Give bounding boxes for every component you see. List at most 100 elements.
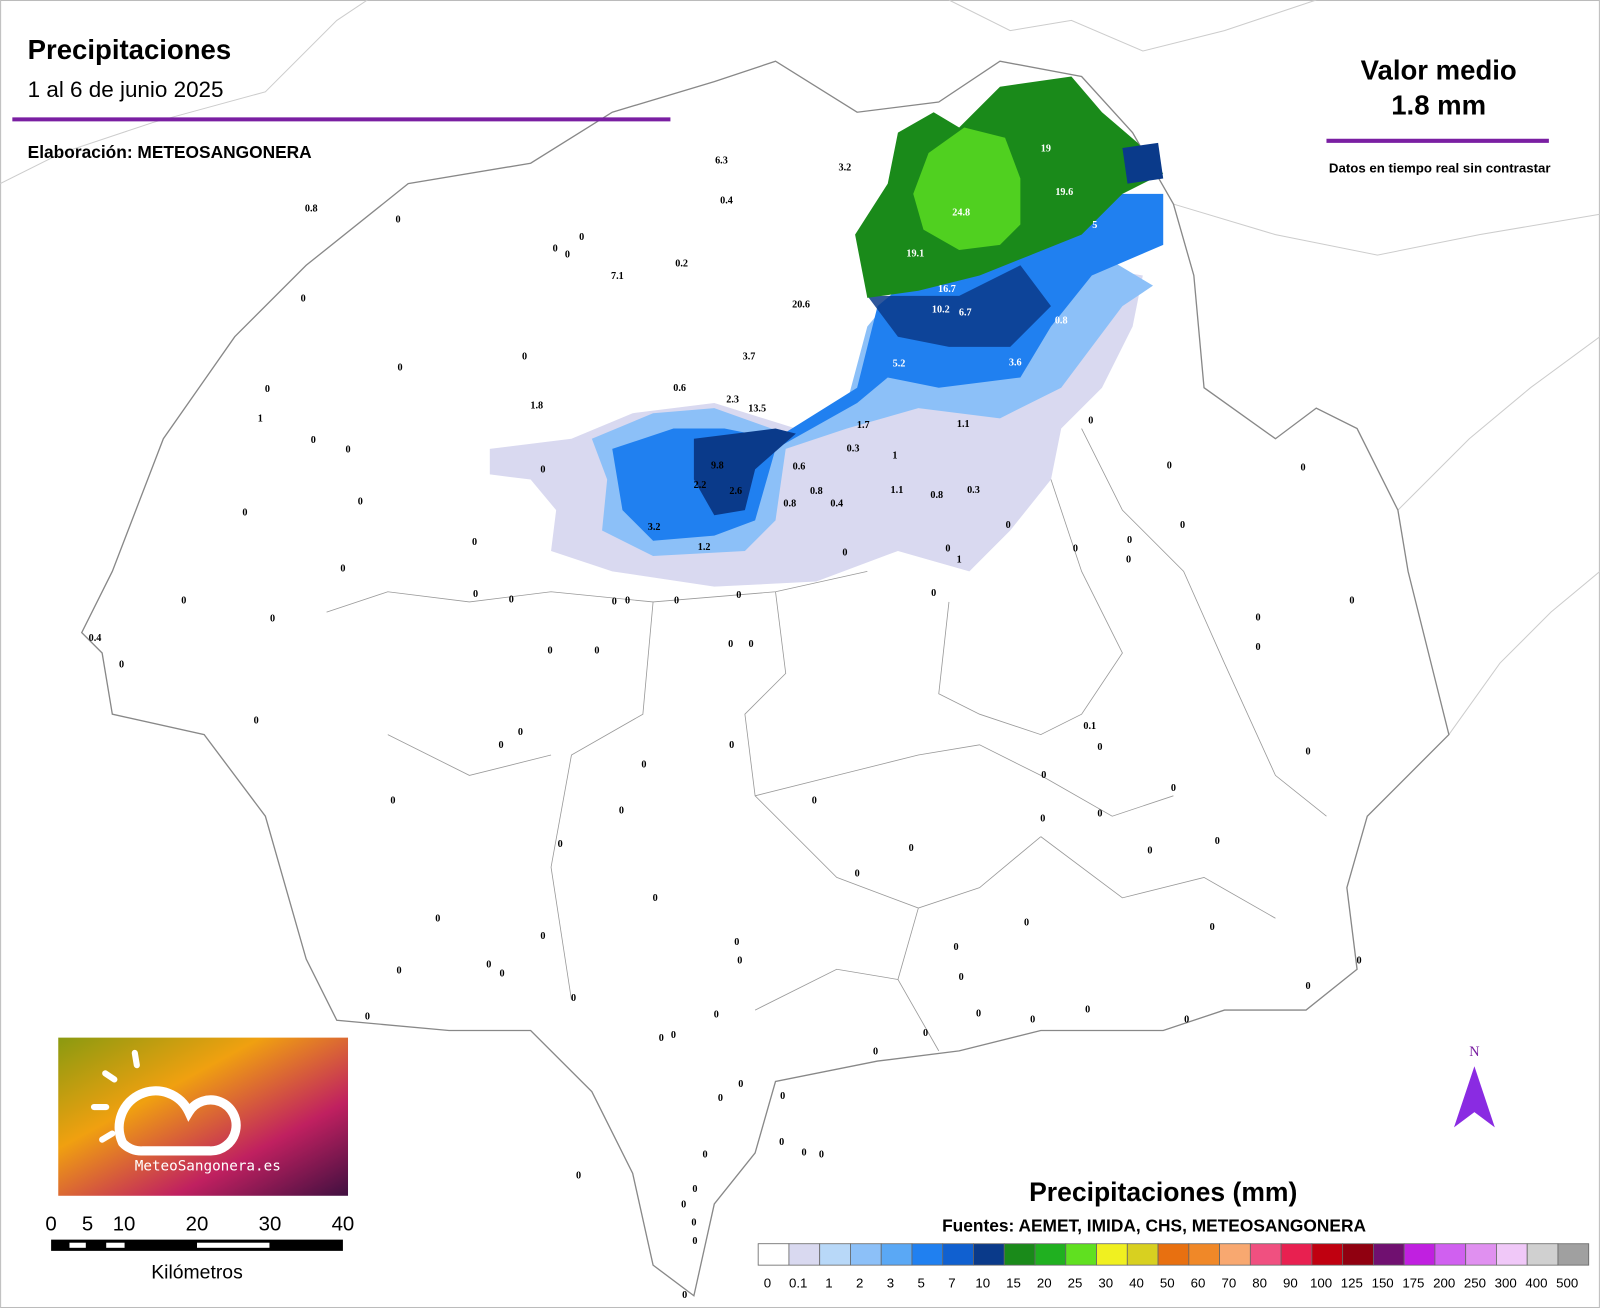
scale-label: 10 [113, 1213, 136, 1235]
station-value: 1.8 [530, 400, 543, 411]
station-value: 19.6 [1055, 187, 1073, 198]
legend-label: 30 [1098, 1276, 1113, 1291]
legend-label: 15 [1006, 1276, 1021, 1291]
legend-label: 200 [1433, 1276, 1455, 1291]
station-value: 0.3 [967, 485, 980, 496]
station-value: 0 [358, 496, 363, 507]
legend-swatch [1065, 1243, 1097, 1266]
station-value: 0 [1030, 1015, 1035, 1026]
legend-swatch [1034, 1243, 1067, 1266]
station-value: 0 [1040, 814, 1045, 825]
station-value: 0 [435, 914, 440, 925]
station-value: 0 [653, 893, 658, 904]
station-value: 0 [855, 869, 860, 880]
station-value: 0.2 [675, 259, 688, 270]
legend-label: 125 [1341, 1276, 1363, 1291]
station-value: 0 [691, 1218, 696, 1229]
station-value: 0 [923, 1028, 928, 1039]
legend-swatch [1465, 1243, 1497, 1266]
station-value: 16.7 [938, 284, 956, 295]
station-value: 0 [540, 931, 545, 942]
station-value: 0 [1073, 543, 1078, 554]
legend-swatch [1249, 1243, 1282, 1266]
legend-swatch [1372, 1243, 1405, 1266]
station-value: 0 [1127, 535, 1132, 546]
station-value: 0 [1088, 416, 1093, 427]
station-value: 9.8 [711, 461, 724, 472]
station-value: 0 [714, 1010, 719, 1021]
legend-label: 60 [1191, 1276, 1206, 1291]
subtitle: 1 al 6 de junio 2025 [28, 77, 224, 102]
scale-label: 30 [259, 1213, 282, 1235]
legend-swatch [1342, 1243, 1374, 1266]
legend-label: 40 [1129, 1276, 1144, 1291]
legend-label: 0.1 [789, 1276, 807, 1291]
legend-label: 500 [1556, 1276, 1578, 1291]
station-value: 1 [957, 554, 962, 565]
station-value: 0 [390, 795, 395, 806]
legend-swatch [1311, 1243, 1344, 1266]
station-value: 0 [819, 1149, 824, 1160]
summary-value: 1.8 mm [1391, 89, 1486, 120]
station-value: 3.2 [648, 522, 661, 533]
legend-label: 80 [1252, 1276, 1267, 1291]
legend-label: 0 [764, 1276, 771, 1291]
station-value: 0.4 [720, 195, 733, 206]
legend-swatch [1280, 1243, 1313, 1266]
legend-label: 150 [1372, 1276, 1394, 1291]
station-value: 24.8 [952, 208, 970, 219]
station-value: 0 [472, 537, 477, 548]
station-value: 1 [258, 414, 263, 425]
station-value: 0 [1306, 746, 1311, 757]
station-value: 1.7 [857, 420, 870, 431]
station-value: 0 [265, 384, 270, 395]
station-value: 0 [692, 1236, 697, 1247]
legend-label: 2 [856, 1276, 863, 1291]
station-value: 0 [119, 660, 124, 671]
station-value: 0 [779, 1137, 784, 1148]
station-value: 0 [345, 444, 350, 455]
legend-swatch [1557, 1243, 1590, 1266]
station-value: 0 [945, 543, 950, 554]
legend-swatch [1434, 1243, 1467, 1266]
station-value: 0 [748, 639, 753, 650]
station-value: 0 [1147, 845, 1152, 856]
legend-swatch [911, 1243, 944, 1266]
station-value: 0 [558, 839, 563, 850]
station-value: 0 [396, 966, 401, 977]
station-value: 0 [473, 589, 478, 600]
station-value: 0.3 [847, 443, 860, 454]
station-value: 0.4 [830, 498, 843, 509]
legend-label: 100 [1310, 1276, 1332, 1291]
station-value: 0 [612, 596, 617, 607]
scale-label: 20 [186, 1213, 209, 1235]
station-value: 0 [728, 639, 733, 650]
station-value: 0 [1180, 520, 1185, 531]
station-value: 0 [1097, 742, 1102, 753]
station-value: 13.5 [748, 403, 766, 414]
station-value: 0 [486, 960, 491, 971]
station-value: 0 [270, 614, 275, 625]
legend-swatch [1188, 1243, 1220, 1266]
station-value: 0 [1024, 918, 1029, 929]
author: Elaboración: METEOSANGONERA [28, 142, 313, 162]
station-value: 6.3 [715, 156, 728, 167]
station-value: 5.2 [893, 359, 906, 370]
legend-label: 1 [825, 1276, 832, 1291]
station-value: 0 [1141, 349, 1146, 360]
station-value: 0 [959, 972, 964, 983]
station-value: 0 [909, 843, 914, 854]
station-value: 7.1 [611, 271, 624, 282]
station-value: 0 [729, 740, 734, 751]
station-value: 0 [565, 249, 570, 260]
legend-sources: Fuentes: AEMET, IMIDA, CHS, METEOSANGONE… [942, 1215, 1366, 1235]
station-value: 0 [1300, 463, 1305, 474]
scale-label: 0 [45, 1213, 56, 1235]
legend: 0 0.1 1 2 3 5 7 10 15 20 25 30 40 50 60 70 80 90 100 125 150… [757, 1243, 1590, 1291]
context-borders [0, 0, 1600, 735]
station-value: 0 [340, 564, 345, 575]
station-value: 0 [1306, 981, 1311, 992]
station-value: 0.1 [1083, 721, 1096, 732]
